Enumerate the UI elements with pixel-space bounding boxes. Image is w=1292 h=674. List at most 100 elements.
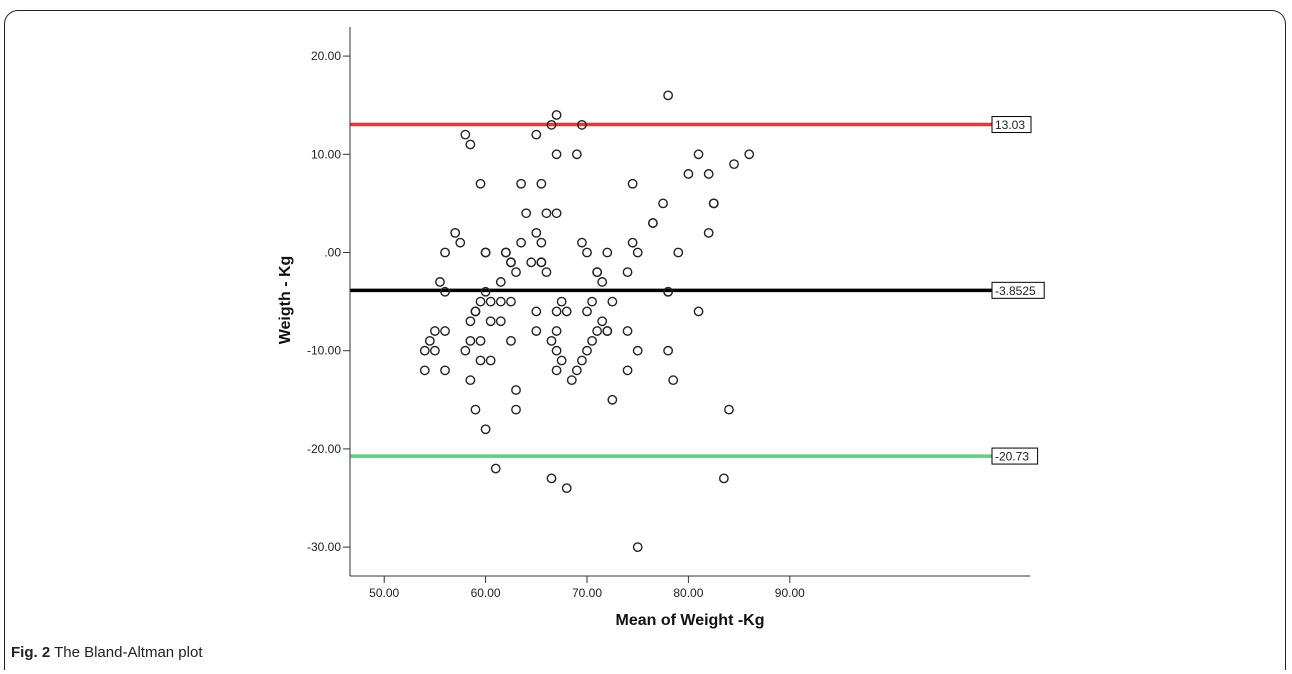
data-point: [440, 326, 450, 336]
data-point: [582, 306, 592, 317]
data-point: [729, 159, 739, 170]
x-axis-title: Mean of Weight -Kg: [615, 612, 764, 629]
data-point: [440, 247, 450, 258]
data-point: [571, 365, 582, 376]
data-point: [470, 306, 481, 317]
data-point: [435, 277, 445, 287]
data-point: [546, 119, 557, 130]
data-point: [703, 227, 714, 238]
data-point: [693, 306, 704, 317]
data-point: [419, 345, 430, 356]
data-point: [602, 326, 613, 336]
data-point: [663, 345, 674, 356]
data-point: [455, 237, 466, 248]
data-point: [561, 483, 572, 494]
data-point: [602, 247, 613, 258]
data-point: [693, 149, 704, 160]
data-point: [460, 129, 471, 140]
data-point: [485, 296, 496, 307]
data-point: [485, 355, 496, 366]
data-point: [536, 257, 547, 268]
data-point: [429, 326, 440, 336]
data-point: [465, 335, 476, 346]
data-point: [663, 90, 674, 101]
data-point: [622, 365, 633, 376]
data-point: [480, 424, 491, 435]
data-point: [551, 110, 562, 120]
data-point: [531, 306, 542, 317]
data-points: [419, 90, 755, 552]
data-point: [708, 198, 719, 209]
axis-labels: Mean of Weight -Kg Weigth - Kg: [277, 256, 765, 629]
data-point: [495, 316, 506, 327]
data-point: [424, 335, 435, 346]
data-point: [703, 169, 714, 179]
data-point: [541, 267, 552, 278]
data-point: [627, 178, 638, 189]
data-point: [419, 365, 430, 376]
x-tick-label: 80.00: [673, 586, 703, 600]
data-point: [511, 404, 521, 415]
data-point: [587, 335, 597, 346]
data-point: [592, 326, 603, 336]
data-point: [551, 326, 562, 336]
x-tick-label: 90.00: [775, 586, 805, 600]
data-point: [475, 178, 486, 189]
data-point: [546, 473, 557, 484]
data-point: [724, 404, 734, 415]
data-point: [632, 345, 643, 356]
data-point: [663, 286, 674, 297]
axes: -30.00 -20.00 -10.00 .00 10.00 20.00 50.00 60.0…: [307, 27, 1030, 600]
y-tick-label: 20.00: [311, 49, 341, 63]
data-point: [465, 139, 476, 150]
data-point: [551, 149, 562, 160]
data-point: [622, 267, 633, 278]
y-tick-label: .00: [324, 246, 341, 260]
data-point: [429, 345, 440, 356]
data-point: [495, 277, 506, 287]
x-tick-label: 70.00: [572, 586, 602, 600]
data-point: [592, 267, 603, 278]
data-point: [475, 296, 486, 307]
data-point: [673, 247, 684, 258]
data-point: [531, 227, 542, 238]
data-point: [556, 296, 567, 307]
data-point: [551, 306, 562, 317]
data-point: [465, 316, 476, 327]
data-point: [536, 178, 547, 189]
data-point: [658, 198, 668, 209]
data-point: [511, 267, 521, 278]
data-point: [632, 247, 643, 258]
reference-label-box: [991, 447, 1039, 465]
data-point: [531, 129, 542, 140]
data-point: [475, 335, 486, 346]
reference-label: -20.73: [995, 450, 1029, 464]
data-point: [718, 473, 729, 484]
y-tick-label: -20.00: [307, 442, 341, 456]
reference-label-box: [991, 116, 1032, 134]
data-point: [582, 247, 592, 258]
data-point: [465, 375, 476, 386]
data-point: [546, 335, 557, 346]
data-point: [516, 178, 526, 189]
caption-text: The Bland-Altman plot: [54, 644, 203, 661]
data-point: [582, 345, 592, 356]
data-point: [632, 542, 643, 552]
data-point: [506, 335, 516, 346]
data-point: [440, 365, 450, 376]
reference-lines: 13.03 -3.8525 -20.73: [350, 116, 1045, 465]
data-point: [577, 237, 587, 248]
data-point: [551, 345, 562, 356]
y-tick-label: -10.00: [307, 344, 341, 358]
data-point: [668, 375, 679, 386]
data-point: [556, 355, 567, 366]
data-point: [531, 326, 542, 336]
data-point: [597, 316, 608, 327]
data-point: [516, 237, 526, 248]
data-point: [526, 257, 537, 268]
data-point: [480, 286, 491, 297]
data-point: [495, 296, 506, 307]
data-point: [485, 316, 496, 327]
data-point: [607, 394, 618, 405]
